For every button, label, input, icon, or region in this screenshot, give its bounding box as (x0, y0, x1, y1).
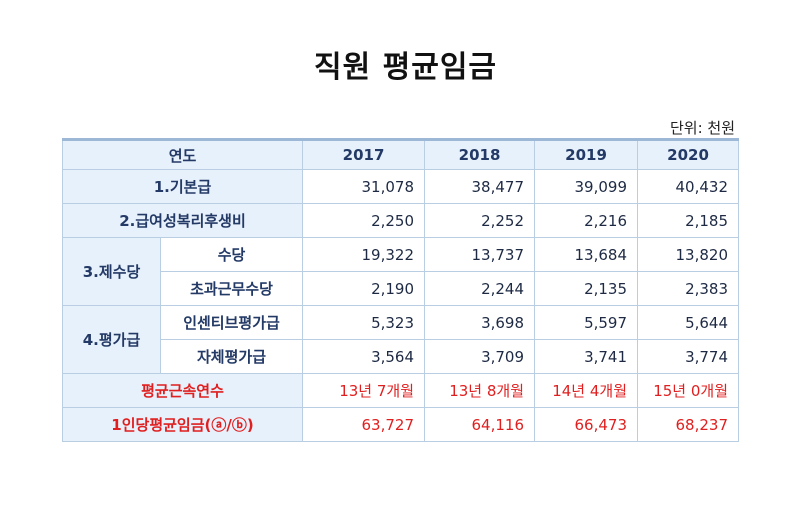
table-cell: 64,116 (424, 407, 536, 442)
table-row: 1.기본급 31,078 38,477 39,099 40,432 (61, 169, 740, 204)
row-group-evaluation: 4.평가급 (62, 305, 161, 374)
table-cell: 2,244 (424, 271, 536, 306)
table-cell: 5,644 (637, 305, 740, 340)
table-cell: 2,252 (424, 203, 536, 238)
row-label-self-eval: 자체평가급 (159, 339, 304, 374)
table-cell: 68,237 (637, 407, 740, 442)
row-group-allowances: 3.제수당 (62, 237, 161, 306)
table-cell: 3,741 (534, 339, 639, 374)
row-label-allowance: 수당 (159, 237, 304, 272)
table-row: 1인당평균임금(ⓐ/ⓑ) 63,727 64,116 66,473 68,237 (61, 407, 740, 442)
table-cell: 5,323 (302, 305, 426, 340)
page-title: 직원 평균임금 (313, 50, 498, 85)
year-2019: 2019 (534, 138, 639, 170)
table-cell: 2,383 (637, 271, 740, 306)
table-cell: 66,473 (534, 407, 639, 442)
table-row: 초과근무수당 2,190 2,244 2,135 2,383 (63, 271, 740, 306)
table-cell: 2,135 (534, 271, 639, 306)
table-cell: 3,564 (302, 339, 426, 374)
table-row: 4.평가급 인센티브평가급 5,323 3,698 5,597 5,644 (62, 305, 740, 374)
table-cell: 2,250 (302, 203, 426, 238)
table-row: 3.제수당 수당 19,322 13,737 13,684 13,820 (62, 237, 740, 306)
row-label-tenure: 평균근속연수 (61, 373, 304, 408)
row-label-overtime: 초과근무수당 (159, 271, 304, 306)
table-cell: 19,322 (302, 237, 426, 272)
header-row: 연도 2017 2018 2019 2020 (61, 138, 740, 170)
table-cell: 13,737 (424, 237, 536, 272)
table-cell: 63,727 (302, 407, 426, 442)
table-cell: 3,698 (424, 305, 536, 340)
table-row: 평균근속연수 13년 7개월 13년 8개월 14년 4개월 15년 0개월 (61, 373, 740, 408)
unit-label: 단위: 천원 (669, 119, 735, 137)
table-cell: 14년 4개월 (534, 373, 639, 408)
table-cell: 13년 8개월 (424, 373, 536, 408)
table-cell: 3,709 (424, 339, 536, 374)
year-2020: 2020 (637, 138, 740, 170)
table-cell: 40,432 (637, 169, 740, 204)
year-2018: 2018 (424, 138, 536, 170)
table-cell: 2,216 (534, 203, 639, 238)
table-cell: 3,774 (637, 339, 740, 374)
table-cell: 39,099 (534, 169, 639, 204)
table-cell: 15년 0개월 (637, 373, 740, 408)
row-label-basic: 1.기본급 (61, 169, 304, 204)
table-cell: 5,597 (534, 305, 639, 340)
row-label-per-person: 1인당평균임금(ⓐ/ⓑ) (61, 407, 304, 442)
salary-table: 연도 2017 2018 2019 2020 1.기본급 31,078 38,4… (61, 138, 740, 442)
year-2017: 2017 (302, 138, 426, 170)
table-cell: 2,190 (302, 271, 426, 306)
table-row: 2.급여성복리후생비 2,250 2,252 2,216 2,185 (61, 203, 740, 238)
table-cell: 13년 7개월 (302, 373, 426, 408)
row-label-welfare: 2.급여성복리후생비 (61, 203, 304, 238)
table-cell: 31,078 (302, 169, 426, 204)
row-label-incentive: 인센티브평가급 (159, 305, 304, 340)
year-header-label: 연도 (61, 138, 304, 170)
table-cell: 38,477 (424, 169, 536, 204)
table-cell: 13,820 (637, 237, 740, 272)
table-cell: 13,684 (534, 237, 639, 272)
table-row: 자체평가급 3,564 3,709 3,741 3,774 (63, 339, 740, 374)
table-cell: 2,185 (637, 203, 740, 238)
